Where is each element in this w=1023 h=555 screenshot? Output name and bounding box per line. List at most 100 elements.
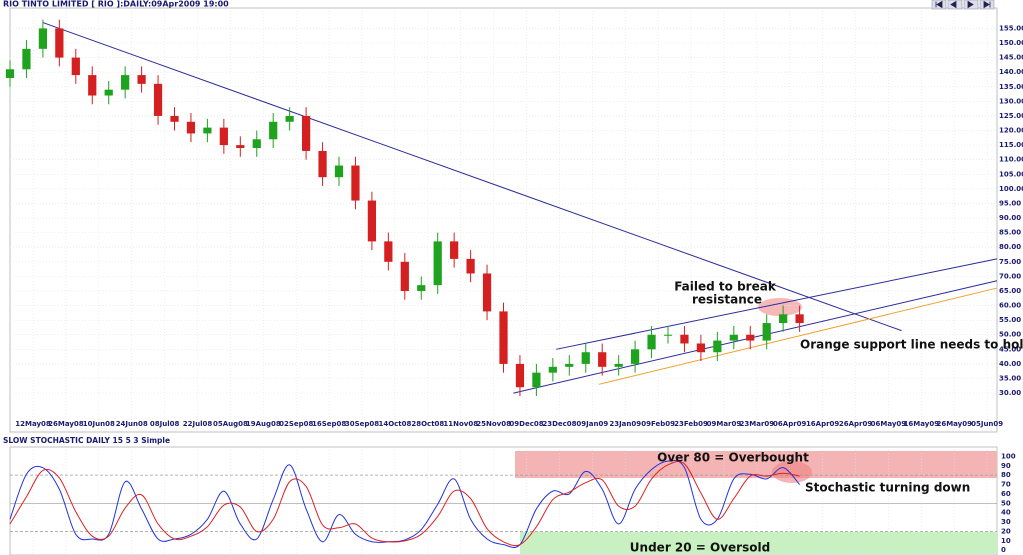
x-tick-label: 12May08 xyxy=(15,420,51,428)
candle-body xyxy=(269,121,278,140)
candle-body xyxy=(663,334,673,336)
candle-body xyxy=(318,150,327,178)
y-tick-label: 110.00 xyxy=(999,156,1023,164)
y-tick-label: 125.00 xyxy=(999,112,1023,120)
x-tick-label: 23Mar09 xyxy=(740,420,775,428)
candle-body xyxy=(5,69,15,79)
y-tick-label: 115.00 xyxy=(999,141,1023,149)
y-tick-label: 135.00 xyxy=(999,83,1023,91)
x-tick-label: 08Jul08 xyxy=(150,420,180,428)
x-tick-label: 24Jun08 xyxy=(116,420,148,428)
y-tick-label: 45.00 xyxy=(999,345,1021,353)
y-tick-label: 90.00 xyxy=(999,214,1021,222)
indicator-title: SLOW STOCHASTIC DAILY 15 5 3 Simple xyxy=(3,436,170,445)
y-tick-label: 80.00 xyxy=(999,243,1021,251)
candle-body xyxy=(55,28,64,58)
y-tick-label: 30 xyxy=(1001,518,1011,526)
candle-body xyxy=(762,323,771,341)
candle-body xyxy=(121,75,130,90)
candle-body xyxy=(598,352,607,367)
x-tick-label: 22Jul08 xyxy=(183,420,213,428)
x-tick-label: 06Apr09 xyxy=(773,420,806,428)
x-tick-label: 23Jan09 xyxy=(609,420,641,428)
x-tick-label: 26May08 xyxy=(48,420,84,428)
y-tick-label: 85.00 xyxy=(999,229,1021,237)
y-tick-label: 145.00 xyxy=(999,54,1023,62)
candle-body xyxy=(614,363,623,367)
y-tick-label: 155.00 xyxy=(999,24,1023,32)
candle-body xyxy=(367,200,377,242)
candle-body xyxy=(713,340,722,353)
x-tick-label: 16Apr09 xyxy=(806,420,839,428)
x-tick-label: 05Jun09 xyxy=(971,420,1003,428)
y-tick-label: 40.00 xyxy=(999,360,1021,368)
y-tick-label: 50.00 xyxy=(999,331,1021,339)
x-tick-label: 16May09 xyxy=(904,420,940,428)
candle-body xyxy=(746,334,755,341)
stoch-frame xyxy=(9,446,998,555)
highlight-ellipse xyxy=(772,461,812,483)
chart-title: RIO TINTO LIMITED [ RIO ]:DAILY:09Apr200… xyxy=(3,0,229,9)
x-tick-label: 30Sep08 xyxy=(345,420,379,428)
trend-line xyxy=(556,258,998,350)
x-tick-label: 10Jun08 xyxy=(83,420,115,428)
candle-body xyxy=(532,372,541,388)
candle-body xyxy=(400,261,409,291)
candle-body xyxy=(252,139,261,149)
y-tick-label: 60 xyxy=(1001,490,1011,498)
y-tick-label: 130.00 xyxy=(999,97,1023,105)
candle-body xyxy=(795,314,804,324)
candle-body xyxy=(38,28,48,49)
candle-body xyxy=(565,363,574,367)
y-tick-label: 10 xyxy=(1001,537,1011,545)
candle-body xyxy=(515,363,525,388)
x-tick-label: 26Apr09 xyxy=(839,420,872,428)
candle-body xyxy=(499,311,508,364)
candle-body xyxy=(219,127,228,146)
candle-body xyxy=(170,115,179,122)
x-tick-label: 02Sep08 xyxy=(279,420,313,428)
y-tick-label: 70 xyxy=(1001,481,1011,489)
candle-body xyxy=(153,83,163,116)
y-tick-label: 150.00 xyxy=(999,39,1023,47)
x-tick-label: 09Mar09 xyxy=(707,420,742,428)
y-tick-label: 30.00 xyxy=(999,389,1021,397)
trend-line xyxy=(513,280,998,394)
candle-body xyxy=(104,89,113,96)
y-tick-label: 70.00 xyxy=(999,272,1021,280)
stochastic-line xyxy=(9,460,800,547)
candle-body xyxy=(729,334,738,341)
x-tick-label: 09Feb09 xyxy=(641,420,675,428)
y-tick-label: 60.00 xyxy=(999,302,1021,310)
candle-body xyxy=(417,285,426,291)
candle-body xyxy=(466,258,475,274)
candle-body xyxy=(285,115,294,122)
candle-body xyxy=(779,314,788,324)
x-tick-label: 28Oct08 xyxy=(411,420,444,428)
y-tick-label: 100 xyxy=(1001,452,1016,460)
y-tick-label: 75.00 xyxy=(999,258,1021,266)
trend-line xyxy=(42,22,902,332)
x-tick-label: 05Aug08 xyxy=(213,420,248,428)
stochastic-line xyxy=(9,459,800,548)
candle-body xyxy=(236,145,245,149)
x-tick-label: 09Dec08 xyxy=(509,420,543,428)
x-tick-label: 09Jan09 xyxy=(576,420,608,428)
candle-body xyxy=(630,349,640,364)
y-tick-label: 120.00 xyxy=(999,127,1023,135)
y-tick-label: 55.00 xyxy=(999,316,1021,324)
candle-body xyxy=(88,75,97,96)
x-tick-label: 11Nov08 xyxy=(443,420,478,428)
nav-icons xyxy=(935,0,991,9)
candle-body xyxy=(186,121,196,134)
y-tick-label: 90 xyxy=(1001,462,1011,470)
annotation: Stochastic turning down xyxy=(805,481,970,495)
x-tick-label: 16Sep08 xyxy=(312,420,346,428)
price-frame xyxy=(9,7,998,433)
candle-body xyxy=(351,165,360,201)
candle-body xyxy=(450,241,459,259)
y-tick-label: 35.00 xyxy=(999,374,1021,382)
